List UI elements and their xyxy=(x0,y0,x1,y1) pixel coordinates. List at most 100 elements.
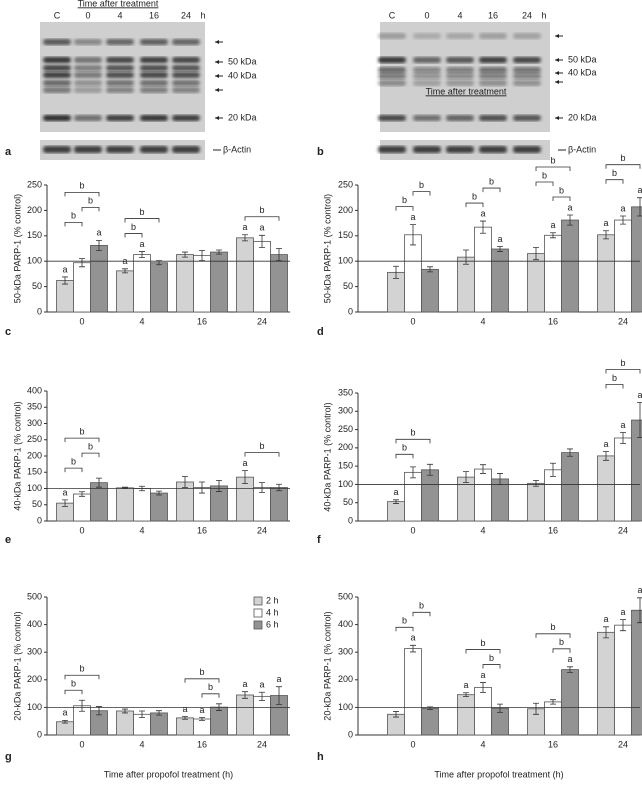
lane-label: 0 xyxy=(424,10,429,20)
bracket xyxy=(81,206,100,212)
significance-b: b xyxy=(480,638,485,648)
y-tick-label: 150 xyxy=(338,230,353,240)
legend-label: 2 h xyxy=(266,595,279,605)
y-tick-label: 200 xyxy=(338,442,353,452)
significance-b: b xyxy=(419,601,424,611)
panel-letter: e xyxy=(5,534,11,546)
x-tick-label: 24 xyxy=(257,739,267,749)
significance-a: a xyxy=(637,390,642,400)
error-bar xyxy=(156,710,162,716)
error-bar xyxy=(122,268,128,274)
error-bar xyxy=(216,479,222,492)
error-bar xyxy=(410,644,416,653)
x-tick-label: 16 xyxy=(197,739,207,749)
lane-label: 4 xyxy=(117,10,122,20)
bar xyxy=(404,234,422,313)
lane-label: 0 xyxy=(85,10,90,20)
band xyxy=(378,115,406,121)
x-tick-label: 4 xyxy=(480,316,485,326)
error-bar xyxy=(242,691,248,699)
band xyxy=(43,87,71,93)
band xyxy=(172,39,200,45)
y-axis-label: 50-kDa PARP-1 (% control) xyxy=(322,194,332,303)
x-tick-label: 4 xyxy=(139,739,144,749)
significance-a: a xyxy=(62,708,67,718)
band xyxy=(172,57,200,63)
x-tick-label: 4 xyxy=(480,525,485,535)
bar xyxy=(90,245,108,313)
marker-label: 50 kDa xyxy=(228,56,257,66)
band xyxy=(479,115,507,121)
significance-a: a xyxy=(62,487,67,497)
bracket xyxy=(124,218,160,223)
significance-a: a xyxy=(567,654,572,664)
bar xyxy=(561,219,579,313)
bracket xyxy=(412,191,431,196)
significance-b: b xyxy=(419,180,424,190)
significance-a: a xyxy=(182,704,187,714)
bar xyxy=(474,468,492,522)
error-bar xyxy=(182,716,188,720)
lane-label: C xyxy=(389,10,396,20)
band xyxy=(513,115,541,121)
y-tick-label: 50 xyxy=(343,497,353,507)
bar xyxy=(614,437,632,522)
band xyxy=(140,72,168,78)
significance-b: b xyxy=(199,667,204,677)
bracket xyxy=(535,633,571,638)
significance-a: a xyxy=(139,239,144,249)
marker-label: 50 kDa xyxy=(568,54,597,64)
bracket xyxy=(81,452,100,458)
error-bar xyxy=(259,691,265,701)
error-bar xyxy=(79,258,85,268)
actin-band xyxy=(513,146,541,153)
y-tick-label: 150 xyxy=(27,467,42,477)
x-tick-label: 4 xyxy=(480,739,485,749)
bracket xyxy=(605,179,624,184)
actin-band xyxy=(413,146,441,153)
error-bar xyxy=(199,481,205,494)
error-bar xyxy=(156,490,162,496)
error-bar xyxy=(242,470,248,485)
arrow-head xyxy=(555,34,559,38)
bar xyxy=(193,255,211,313)
significance-b: b xyxy=(489,653,494,663)
arrow-head xyxy=(215,88,219,92)
marker-label: 40 kDa xyxy=(568,67,597,77)
error-bar xyxy=(480,682,486,693)
bar xyxy=(597,631,615,736)
band xyxy=(446,80,474,86)
significance-a: a xyxy=(410,212,415,222)
error-bar xyxy=(62,719,68,724)
bar xyxy=(116,487,134,522)
y-tick-label: 300 xyxy=(338,406,353,416)
error-bar xyxy=(122,708,128,714)
actin-band xyxy=(479,146,507,153)
x-tick-label: 0 xyxy=(79,525,84,535)
x-tick-label: 4 xyxy=(139,316,144,326)
bracket xyxy=(535,166,571,171)
x-tick-label: 24 xyxy=(618,316,628,326)
error-bar xyxy=(139,710,145,719)
error-bar xyxy=(393,499,399,504)
band xyxy=(413,67,441,73)
actin-band xyxy=(446,146,474,153)
band xyxy=(413,73,441,79)
significance-b: b xyxy=(79,664,84,674)
y-tick-label: 400 xyxy=(27,385,42,395)
error-bar xyxy=(427,463,433,476)
arrow-head xyxy=(555,71,559,75)
bracket xyxy=(395,453,414,459)
x-tick-label: 16 xyxy=(548,316,558,326)
band xyxy=(74,72,102,78)
legend-label: 4 h xyxy=(266,607,279,617)
significance-b: b xyxy=(402,443,407,453)
bracket xyxy=(465,649,501,654)
y-tick-label: 200 xyxy=(338,205,353,215)
bar xyxy=(387,501,405,522)
bar xyxy=(474,226,492,313)
bracket xyxy=(244,216,280,221)
band xyxy=(106,115,134,121)
bar xyxy=(544,469,562,522)
error-bar xyxy=(79,491,85,497)
